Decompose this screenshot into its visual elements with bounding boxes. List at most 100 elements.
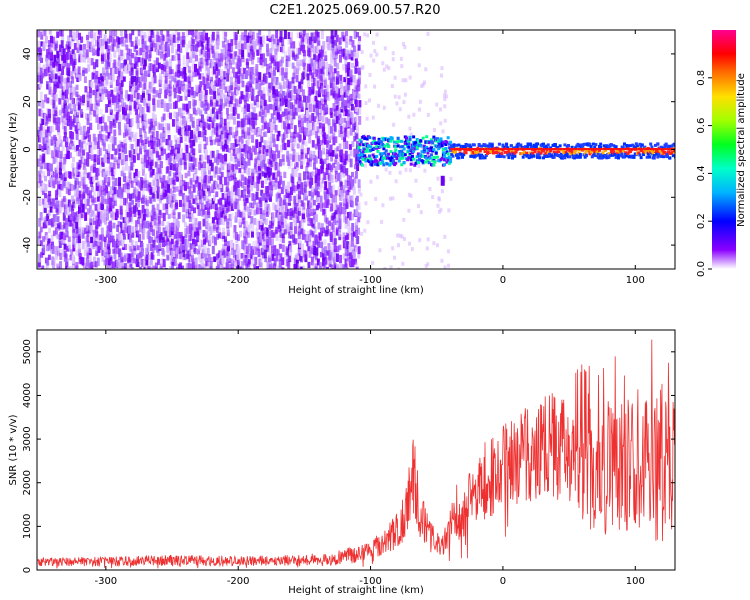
- heatmap-cell: [130, 199, 134, 205]
- heatmap-cell: [48, 81, 52, 90]
- heatmap-cell: [107, 144, 111, 153]
- heatmap-cell: [86, 95, 90, 103]
- heatmap-cell: [432, 148, 436, 152]
- heatmap-cell: [103, 53, 107, 62]
- heatmap-cell: [189, 140, 193, 149]
- heatmap-cell: [346, 88, 350, 95]
- heatmap-cell: [285, 211, 289, 220]
- heatmap-cell: [193, 63, 197, 73]
- heatmap-cell: [337, 172, 341, 182]
- heatmap-cell: [318, 232, 322, 241]
- heatmap-cell: [220, 261, 224, 269]
- heatmap-cell: [240, 91, 244, 99]
- heatmap-cell: [109, 197, 113, 206]
- heatmap-cell: [178, 173, 182, 181]
- heatmap-cell: [155, 39, 159, 45]
- heatmap-cell: [97, 195, 101, 202]
- heatmap-cell: [344, 220, 348, 229]
- heatmap-cell: [287, 157, 291, 167]
- heatmap-cell: [366, 33, 370, 38]
- heatmap-cell: [183, 104, 187, 111]
- heatmap-cell: [84, 184, 88, 194]
- heatmap-cell: [215, 208, 219, 217]
- heatmap-cell: [146, 89, 150, 95]
- heatmap-cell: [228, 176, 232, 182]
- heatmap-cell: [200, 262, 204, 269]
- heatmap-cell: [309, 68, 313, 76]
- heatmap-cell: [260, 161, 264, 169]
- heatmap-cell: [356, 235, 360, 245]
- heatmap-cell: [266, 245, 270, 253]
- heatmap-cell: [149, 36, 153, 43]
- heatmap-cell: [188, 163, 192, 171]
- heatmap-cell: [101, 186, 105, 192]
- heatmap-cell: [177, 231, 181, 239]
- heatmap-cell: [63, 132, 67, 138]
- heatmap-cell: [442, 93, 446, 98]
- heatmap-cell: [198, 118, 202, 127]
- heatmap-cell: [59, 162, 63, 171]
- heatmap-cell: [306, 190, 310, 197]
- heatmap-cell: [281, 37, 285, 47]
- heatmap-cell: [366, 220, 370, 225]
- heatmap-cell: [54, 59, 58, 66]
- heatmap-cell: [251, 95, 255, 101]
- heatmap-cell: [63, 267, 67, 269]
- heatmap-cell: [202, 218, 206, 227]
- heatmap-cell: [215, 123, 219, 131]
- heatmap-cell: [283, 120, 287, 130]
- heatmap-cell: [314, 256, 318, 262]
- heatmap-cell: [233, 172, 237, 180]
- heatmap-cell: [275, 254, 279, 262]
- heatmap-cell: [201, 266, 205, 269]
- heatmap-cell: [59, 157, 63, 165]
- heatmap-cell: [49, 63, 53, 72]
- heatmap-cell: [287, 32, 291, 40]
- heatmap-cell: [357, 84, 361, 92]
- heatmap-cell: [101, 189, 105, 196]
- heatmap-cell: [414, 144, 418, 148]
- heatmap-cell: [345, 216, 349, 224]
- heatmap-cell: [49, 163, 53, 172]
- heatmap-cell: [170, 209, 174, 219]
- heatmap-cell: [377, 137, 381, 141]
- heatmap-cell: [277, 212, 281, 220]
- heatmap-cell: [87, 241, 91, 247]
- heatmap-cell: [327, 36, 331, 46]
- heatmap-cell: [193, 248, 197, 255]
- heatmap-cell: [219, 81, 223, 90]
- heatmap-cell: [443, 89, 447, 94]
- heatmap-cell: [107, 240, 111, 247]
- heatmap-cell: [81, 70, 85, 77]
- heatmap-cell: [317, 67, 321, 73]
- heatmap-cell: [171, 119, 175, 127]
- heatmap-cell: [172, 186, 176, 193]
- heatmap-cell: [137, 252, 141, 259]
- heatmap-cell: [253, 147, 257, 155]
- heatmap-cell: [156, 179, 160, 187]
- heatmap-cell: [299, 100, 303, 109]
- heatmap-cell: [251, 168, 255, 177]
- heatmap-cell: [410, 247, 414, 252]
- heatmap-cell: [114, 194, 118, 201]
- heatmap-cell: [142, 213, 146, 221]
- heatmap-cell: [107, 132, 111, 139]
- heatmap-cell: [199, 109, 203, 116]
- heatmap-cell: [106, 150, 110, 160]
- heatmap-cell: [134, 258, 138, 265]
- heatmap-cell: [229, 53, 233, 59]
- heatmap-cell: [192, 184, 196, 193]
- heatmap-cell: [296, 181, 300, 189]
- heatmap-cell: [213, 225, 217, 232]
- heatmap-cell: [287, 84, 291, 93]
- heatmap-cell: [439, 121, 443, 126]
- heatmap-cell: [281, 267, 285, 269]
- heatmap-cell: [120, 150, 124, 159]
- heatmap-cell: [111, 94, 115, 104]
- heatmap-cell: [285, 55, 289, 61]
- heatmap-cell: [99, 218, 103, 224]
- heatmap-cell: [299, 85, 303, 93]
- heatmap-cell: [96, 168, 100, 176]
- heatmap-cell: [59, 82, 63, 89]
